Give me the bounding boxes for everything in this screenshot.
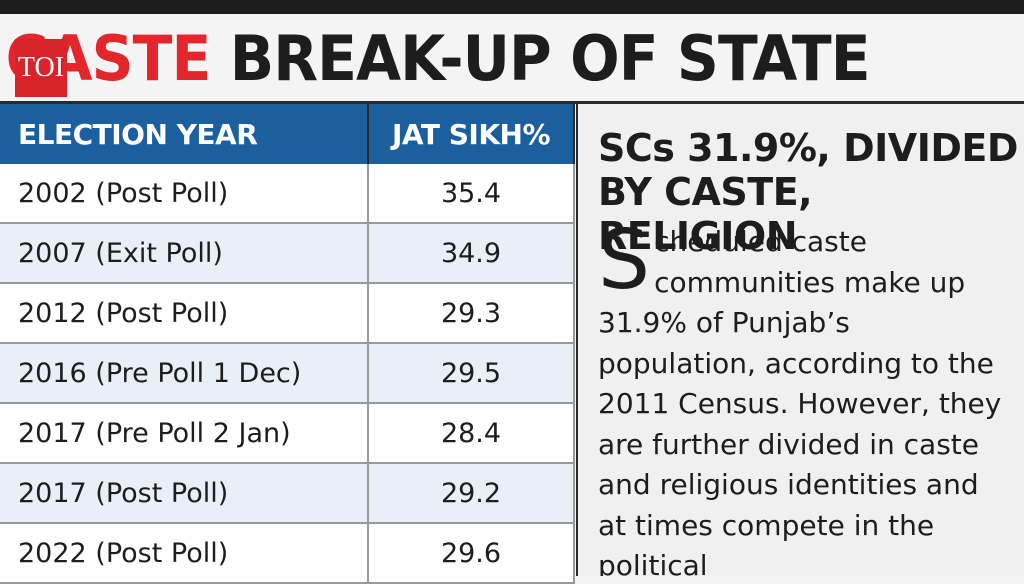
jat-sikh-value-cell: 29.5 — [368, 343, 575, 404]
election-cell: 2022 (Post Poll) — [0, 523, 369, 584]
election-cell: 2002 (Post Poll) — [0, 164, 369, 224]
jat-sikh-value-cell: 34.9 — [368, 223, 575, 284]
headline: CASTE BREAK-UP OF STATE — [0, 18, 963, 100]
dropcap-letter: S — [598, 213, 651, 308]
election-cell: 2012 (Post Poll) — [0, 283, 369, 344]
column-header-jat-sikh: JAT SIKH% — [368, 104, 575, 164]
table-row: 2017 (Post Poll) 29.2 — [0, 463, 575, 524]
jat-sikh-value-cell: 29.6 — [368, 523, 575, 584]
jat-sikh-table: ELECTION YEAR JAT SIKH% 2002 (Post Poll)… — [0, 104, 575, 584]
table-header-row: ELECTION YEAR JAT SIKH% — [0, 104, 575, 164]
toi-logo[interactable]: TOI — [15, 39, 67, 97]
election-cell: 2017 (Post Poll) — [0, 463, 369, 524]
headline-rule — [0, 101, 1024, 104]
election-cell: 2007 (Exit Poll) — [0, 223, 369, 284]
election-cell: 2017 (Pre Poll 2 Jan) — [0, 403, 369, 464]
caste-table-panel: ELECTION YEAR JAT SIKH% 2002 (Post Poll)… — [0, 104, 575, 584]
table-row: 2002 (Post Poll) 35.4 — [0, 164, 575, 224]
headline-black-text: BREAK-UP OF STATE — [210, 22, 871, 95]
table-row: 2012 (Post Poll) 29.3 — [0, 283, 575, 344]
column-header-election-year: ELECTION YEAR — [0, 104, 369, 164]
jat-sikh-value-cell: 35.4 — [368, 164, 575, 224]
jat-sikh-value-cell: 29.3 — [368, 283, 575, 344]
table-row: 2007 (Exit Poll) 34.9 — [0, 223, 575, 284]
jat-sikh-value-cell: 28.4 — [368, 403, 575, 464]
table-row: 2017 (Pre Poll 2 Jan) 28.4 — [0, 403, 575, 464]
table-row: 2022 (Post Poll) 29.6 — [0, 523, 575, 584]
jat-sikh-value-cell: 29.2 — [368, 463, 575, 524]
table-row: 2016 (Pre Poll 1 Dec) 29.5 — [0, 343, 575, 404]
sidebar-title: SCs 31.9%, DIVIDED BY CASTE, RELIGION — [598, 126, 1018, 258]
top-border-bar — [0, 0, 1024, 14]
sidebar-body-text: cheduled caste communities make up 31.9%… — [598, 225, 1002, 576]
election-cell: 2016 (Pre Poll 1 Dec) — [0, 343, 369, 404]
